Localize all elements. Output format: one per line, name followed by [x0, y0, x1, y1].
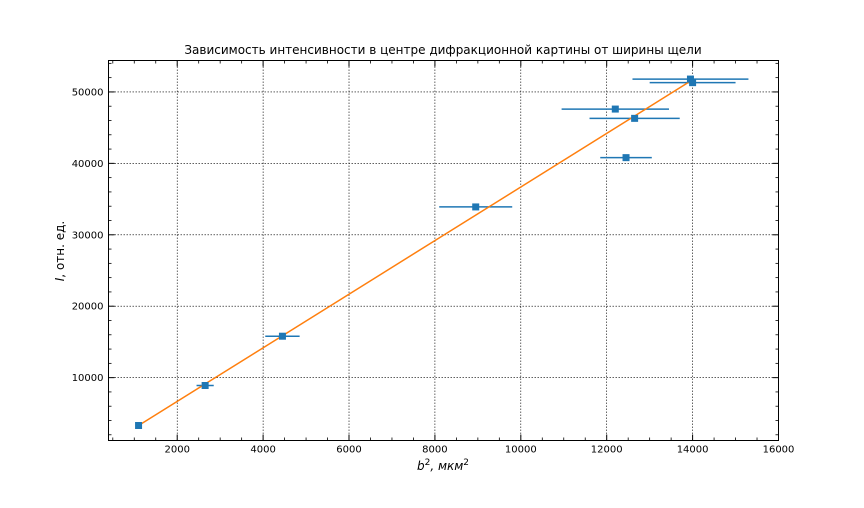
- data-point: [689, 79, 697, 87]
- ticks: [108, 60, 779, 441]
- chart-title: Зависимость интенсивности в центре дифра…: [184, 43, 701, 57]
- plot-frame: [108, 60, 779, 441]
- x-label-rest: , мкм: [430, 459, 463, 473]
- data-point: [611, 105, 619, 113]
- x-tick-label: 16000: [763, 445, 795, 456]
- y-tick-label: 20000: [72, 302, 104, 313]
- data-point: [472, 203, 480, 211]
- data-point: [201, 382, 209, 389]
- x-tick-label: 8000: [422, 445, 447, 456]
- data-point: [686, 75, 694, 83]
- y-tick-label: 50000: [72, 87, 104, 98]
- y-tick-label: 40000: [72, 159, 104, 170]
- x-tick-label: 4000: [250, 445, 275, 456]
- y-tick-label: 10000: [72, 373, 104, 384]
- y-axis-label: I, отн. ед.: [53, 221, 67, 281]
- tick-labels: 2000 4000 6000 8000 10000 12000 14000 16000 1000…: [72, 87, 795, 455]
- x-label-unit-sup: 2: [463, 458, 469, 468]
- data-point: [631, 114, 639, 122]
- x-tick-label: 6000: [336, 445, 361, 456]
- y-label-rest: , отн. ед.: [53, 221, 67, 278]
- data-point: [135, 422, 143, 429]
- y-tick-label: 30000: [72, 230, 104, 241]
- data-marks: [135, 75, 749, 429]
- x-tick-label: 10000: [505, 445, 537, 456]
- x-tick-label: 14000: [677, 445, 709, 456]
- fit-line: [138, 79, 693, 427]
- x-axis-label: b2, мкм2: [417, 458, 469, 473]
- y-label-italic: I: [53, 277, 67, 281]
- grid: [108, 60, 779, 441]
- x-label-sup: 2: [425, 458, 431, 468]
- x-label-base: b: [417, 459, 425, 473]
- x-tick-label: 12000: [591, 445, 623, 456]
- data-point: [622, 154, 630, 162]
- data-point: [278, 332, 286, 340]
- x-tick-label: 2000: [164, 445, 189, 456]
